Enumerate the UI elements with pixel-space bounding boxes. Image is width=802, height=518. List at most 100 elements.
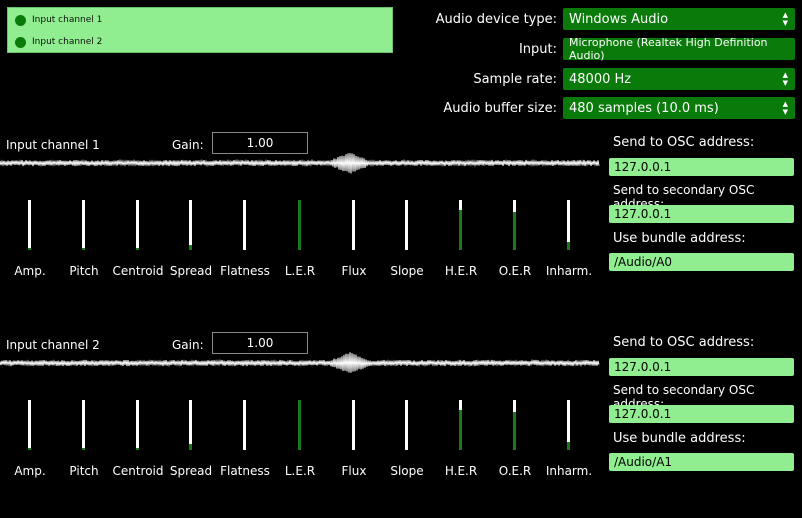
feature-meter (459, 400, 462, 450)
feature-label: Slope (390, 264, 424, 278)
bundle-address-value: /Audio/A0 (614, 255, 673, 269)
feature-label: Flatness (220, 464, 270, 478)
feature-label: Centroid (112, 264, 164, 278)
feature-meter (352, 400, 355, 450)
osc-secondary-value: 127.0.0.1 (614, 407, 672, 421)
sample-rate-value: 48000 Hz (569, 71, 632, 87)
buffer-size-label: Audio buffer size: (443, 101, 557, 116)
feature-meter-fill (298, 400, 301, 450)
buffer-size-value: 480 samples (10.0 ms) (569, 100, 719, 116)
feature-meter (405, 200, 408, 250)
feature-meter (28, 400, 31, 450)
feature-label: L.E.R (284, 264, 316, 278)
feature-meter-fill (298, 200, 301, 250)
active-dot-icon (15, 36, 26, 48)
feature-meter (243, 400, 246, 450)
feature-meter-fill (459, 410, 462, 450)
select-arrows-icon: ▲ ▼ (782, 71, 788, 87)
device-type-label: Audio device type: (435, 12, 557, 27)
gain-label: Gain: (172, 138, 204, 152)
feature-label: L.E.R (284, 464, 316, 478)
osc-send-field[interactable]: 127.0.0.1 (609, 158, 794, 176)
feature-label: Inharm. (545, 464, 593, 478)
channel-panel: Input channel 2 Gain: 1.00 Amp. Pitch Cent… (0, 330, 802, 480)
feature-meter (567, 200, 570, 250)
channel-panel: Input channel 1 Gain: 1.00 Amp. Pitch Cent… (0, 130, 802, 280)
feature-meter (189, 200, 192, 250)
bundle-address-field[interactable]: /Audio/A0 (609, 253, 794, 271)
gain-input[interactable]: 1.00 (212, 332, 308, 354)
feature-meter-fill (136, 248, 139, 250)
osc-send-label: Send to OSC address: (613, 335, 755, 350)
osc-secondary-value: 127.0.0.1 (614, 207, 672, 221)
osc-send-value: 127.0.0.1 (614, 360, 672, 374)
feature-meter (298, 200, 301, 250)
active-dot-icon (15, 14, 26, 26)
feature-label: Flatness (220, 264, 270, 278)
feature-meter (82, 400, 85, 450)
feature-meter-fill (567, 442, 570, 450)
waveform (0, 352, 600, 373)
feature-meter-fill (567, 242, 570, 250)
device-type-select[interactable]: Windows Audio ▲ ▼ (563, 8, 795, 30)
osc-send-field[interactable]: 127.0.0.1 (609, 358, 794, 376)
feature-meter-fill (82, 248, 85, 250)
gain-label: Gain: (172, 338, 204, 352)
feature-meter (405, 400, 408, 450)
feature-meter (136, 400, 139, 450)
feature-label: O.E.R (498, 464, 532, 478)
feature-label: Spread (169, 264, 213, 278)
feature-meter (298, 400, 301, 450)
feature-meter-fill (513, 212, 516, 250)
channel-list[interactable]: Input channel 1 Input channel 2 (7, 7, 393, 53)
feature-label: Amp. (14, 464, 46, 478)
feature-meter (567, 400, 570, 450)
channel-list-item[interactable]: Input channel 2 (15, 35, 102, 49)
feature-meters: Amp. Pitch Centroid Spread Flatness L.E.R Flux… (0, 200, 600, 280)
feature-label: Flux (341, 264, 367, 278)
select-arrows-icon: ▲ ▼ (782, 11, 788, 27)
buffer-size-select[interactable]: 480 samples (10.0 ms) ▲ ▼ (563, 97, 795, 119)
bundle-address-label: Use bundle address: (613, 431, 746, 446)
sample-rate-select[interactable]: 48000 Hz ▲ ▼ (563, 68, 795, 90)
input-select[interactable]: Microphone (Realtek High Definition Audi… (563, 36, 795, 62)
feature-label: H.E.R (444, 464, 478, 478)
channel-title: Input channel 1 (6, 138, 100, 152)
feature-meter (82, 200, 85, 250)
feature-label: Centroid (112, 464, 164, 478)
feature-label: O.E.R (498, 264, 532, 278)
feature-meter (513, 400, 516, 450)
feature-meter (28, 200, 31, 250)
channel-list-label: Input channel 2 (32, 37, 103, 47)
feature-meter (513, 200, 516, 250)
feature-meter-fill (28, 248, 31, 250)
channel-list-item[interactable]: Input channel 1 (15, 13, 102, 27)
feature-label: Slope (390, 464, 424, 478)
feature-label: Inharm. (545, 264, 593, 278)
feature-meter-fill (28, 448, 31, 450)
feature-meter (189, 400, 192, 450)
feature-label: Spread (169, 464, 213, 478)
feature-meter-fill (82, 448, 85, 450)
feature-meter-fill (189, 444, 192, 450)
gain-input[interactable]: 1.00 (212, 132, 308, 154)
bundle-address-field[interactable]: /Audio/A1 (609, 453, 794, 471)
gain-value: 1.00 (246, 336, 274, 350)
osc-send-label: Send to OSC address: (613, 135, 755, 150)
channel-title: Input channel 2 (6, 338, 100, 352)
gain-value: 1.00 (246, 136, 274, 150)
osc-secondary-field[interactable]: 127.0.0.1 (609, 405, 794, 423)
feature-meter-fill (189, 245, 192, 250)
feature-meter (352, 200, 355, 250)
feature-label: Pitch (69, 264, 99, 278)
feature-meter-fill (136, 448, 139, 450)
feature-label: H.E.R (444, 264, 478, 278)
osc-secondary-field[interactable]: 127.0.0.1 (609, 205, 794, 223)
channel-list-label: Input channel 1 (32, 15, 103, 25)
bundle-address-value: /Audio/A1 (614, 455, 673, 469)
select-arrows-icon: ▲ ▼ (782, 100, 788, 116)
feature-meters: Amp. Pitch Centroid Spread Flatness L.E.R Flux… (0, 400, 600, 480)
bundle-address-label: Use bundle address: (613, 231, 746, 246)
feature-meter (459, 200, 462, 250)
feature-meter-fill (459, 210, 462, 250)
